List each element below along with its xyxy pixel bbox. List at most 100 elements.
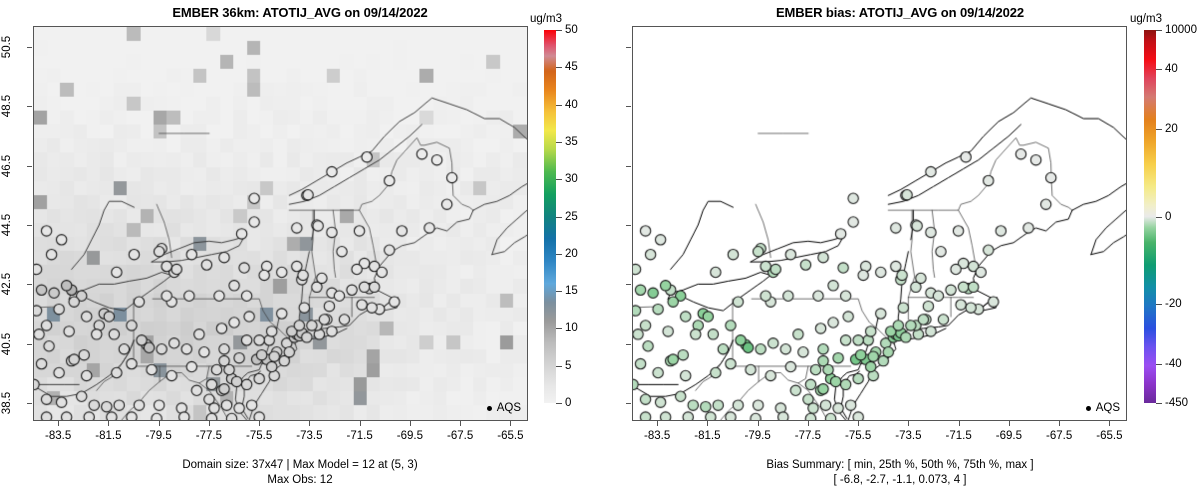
panel-model: EMBER 36km: ATOTIJ_AVG on 09/14/2022 AQS… [0, 5, 600, 488]
aqs-legend-model: AQS [486, 402, 521, 414]
x-tick-label: -83.5 [45, 430, 72, 442]
y-tickmark [27, 106, 32, 108]
caption-model: Domain size: 37x47 | Max Model = 12 at (… [0, 458, 600, 488]
colorbar-tick-label: 20 [565, 247, 578, 260]
colorbar-unit-label: ug/m3 [1130, 13, 1162, 25]
aqs-legend-bias: AQS [1085, 402, 1120, 414]
x-tick-label: -75.5 [845, 430, 872, 442]
x-tickmark [1109, 421, 1111, 426]
x-tick-label: -65.5 [497, 430, 524, 442]
x-tick-label: -73.5 [895, 430, 922, 442]
y-tickmark [27, 224, 32, 226]
colorbar-tickmark [556, 141, 562, 143]
y-tick-label: 46.5 [1, 154, 13, 177]
colorbar-tickmark [556, 328, 562, 330]
y-tick-label: 38.5 [1, 391, 13, 415]
y-tickmark [27, 46, 32, 48]
colorbar-ticks: 0 5 10 15 20 25 30 35 40 45 50 [556, 24, 616, 409]
colorbar-tickmark [556, 104, 562, 106]
y-tick-label: 42.5 [1, 273, 13, 296]
colorbar-tick-label: 0 [1165, 210, 1172, 223]
y-tickmark [626, 165, 631, 167]
x-tickmark [259, 421, 261, 426]
x-tick-label: -75.5 [246, 430, 273, 442]
y-tick-label: 44.5 [1, 213, 13, 237]
x-tickmark [858, 421, 860, 426]
aqs-legend-label: AQS [496, 402, 521, 414]
colorbar-tickmark [1156, 304, 1162, 306]
x-tickmark [359, 421, 361, 426]
colorbar-tickmark [556, 179, 562, 181]
map-plot-model[interactable]: AQS [33, 26, 528, 421]
colorbar-tickmark [1156, 69, 1162, 71]
x-tickmark [460, 421, 462, 426]
y-tickmark [626, 224, 631, 226]
colorbar-tick-label: 45 [565, 61, 578, 74]
caption-line-2: Max Obs: 12 [267, 474, 333, 486]
x-tick-label: -71.5 [346, 430, 373, 442]
colorbar-tick-label: 25 [565, 210, 578, 223]
x-tick-label: -79.5 [145, 430, 172, 442]
colorbar-tick-label: 40 [565, 98, 578, 111]
colorbar-tick-label: 10000 [1165, 24, 1197, 36]
y-tickmark [626, 46, 631, 48]
colorbar-tickmark [1156, 30, 1162, 31]
y-tickmark [626, 284, 631, 286]
y-tickmark [626, 403, 631, 405]
y-tick-label: 48.5 [1, 95, 13, 118]
colorbar-tick-label: 30 [565, 173, 578, 186]
y-tick-label: 50.5 [1, 35, 13, 58]
x-tick-label: -83.5 [644, 430, 671, 442]
x-tick-label: -67.5 [447, 430, 474, 442]
caption-line-1: Bias Summary: [ min, 25th %, 50th %, 75t… [766, 459, 1034, 471]
map-plot-bias[interactable]: AQS [632, 26, 1127, 421]
x-tickmark [409, 421, 411, 426]
colorbar-tickmark [1156, 363, 1162, 365]
colorbar-gradient [1144, 30, 1156, 403]
colorbar-tick-label: 15 [565, 285, 578, 298]
aqs-dot-icon [486, 405, 492, 411]
x-tick-label: -81.5 [95, 430, 122, 442]
colorbar-gradient [544, 30, 556, 403]
x-tickmark [807, 421, 809, 426]
x-tick-label: -69.5 [396, 430, 423, 442]
colorbar-tickmark [556, 30, 562, 31]
caption-bias: Bias Summary: [ min, 25th %, 50th %, 75t… [600, 458, 1200, 488]
colorbar-tickmark [556, 403, 562, 404]
colorbar-tick-label: 35 [565, 135, 578, 148]
x-tick-label: -67.5 [1046, 430, 1073, 442]
x-tickmark [58, 421, 60, 426]
x-tickmark [309, 421, 311, 426]
x-tickmark [757, 421, 759, 426]
x-tick-label: -77.5 [195, 430, 222, 442]
map-canvas-bias[interactable] [633, 27, 1126, 420]
x-tick-label: -71.5 [945, 430, 972, 442]
colorbar-tickmark [556, 216, 562, 218]
x-tickmark [158, 421, 160, 426]
y-tickmark [27, 343, 32, 345]
x-tickmark [908, 421, 910, 426]
panel-title-model: EMBER 36km: ATOTIJ_AVG on 09/14/2022 [172, 5, 428, 20]
y-tickmark [626, 106, 631, 108]
colorbar-tickmark [556, 291, 562, 293]
x-tick-label: -69.5 [995, 430, 1022, 442]
colorbar-tick-label: -40 [1165, 357, 1182, 370]
colorbar-tickmark [1156, 128, 1162, 130]
colorbar-tick-label: -20 [1165, 298, 1182, 311]
colorbar-tickmark [556, 253, 562, 255]
x-tick-label: -81.5 [694, 430, 721, 442]
x-tickmark [510, 421, 512, 426]
map-canvas-model[interactable] [34, 27, 527, 420]
colorbar-tickmark [1156, 216, 1162, 218]
y-tickmark [626, 343, 631, 345]
caption-line-2: [ -6.8, -2.7, -1.1, 0.073, 4 ] [833, 474, 967, 486]
colorbar-tickmark [1156, 403, 1162, 404]
x-tickmark [707, 421, 709, 426]
aqs-dot-icon [1085, 405, 1091, 411]
colorbar-tick-label: 10 [565, 322, 578, 335]
x-tickmark [1059, 421, 1061, 426]
colorbar-tick-label: 20 [1165, 122, 1178, 135]
colorbar-tick-label: -450 [1165, 397, 1189, 409]
caption-line-1: Domain size: 37x47 | Max Model = 12 at (… [182, 459, 418, 471]
